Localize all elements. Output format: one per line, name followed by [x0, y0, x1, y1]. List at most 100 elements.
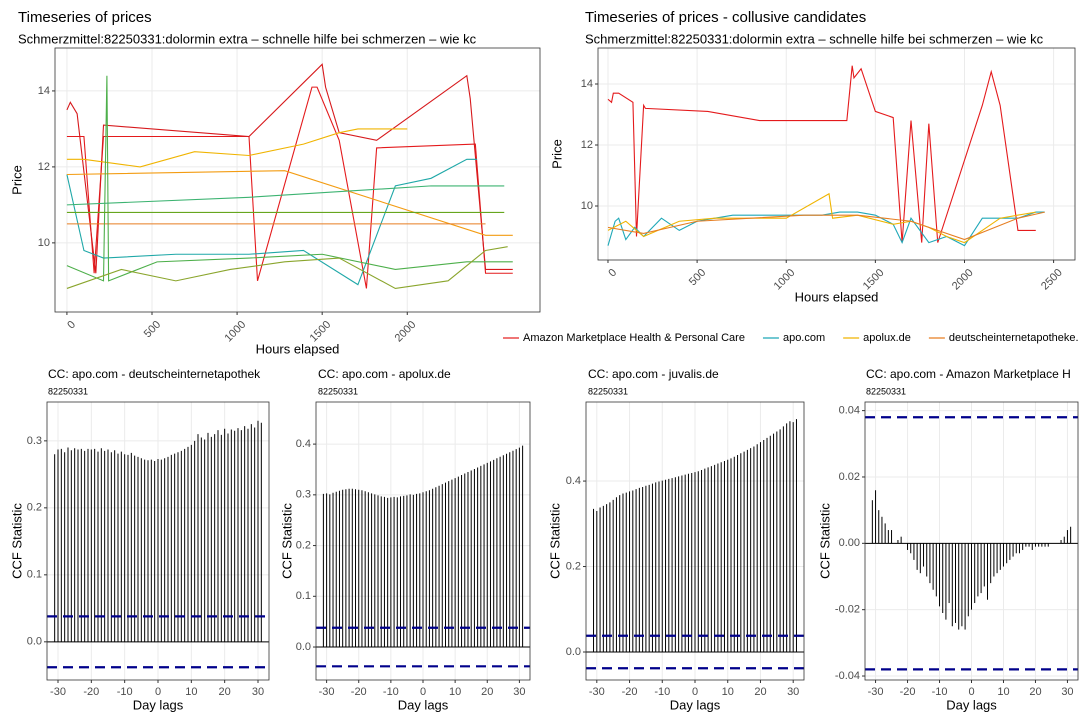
chart-subtitle: 82250331 [588, 386, 628, 396]
x-tick-label: 1000 [772, 267, 798, 293]
y-tick-label: 0.3 [27, 435, 42, 447]
x-tick-label: -10 [654, 686, 670, 698]
x-tick-label: -30 [319, 686, 335, 698]
y-tick-label: 0.02 [839, 471, 860, 483]
x-tick-label: 20 [481, 686, 493, 698]
y-tick-label: 12 [581, 139, 593, 151]
x-tick-label: 0 [155, 686, 161, 698]
chart-subtitle: 82250331 [318, 386, 358, 396]
x-tick-label: -20 [351, 686, 367, 698]
x-axis-title: Day lags [398, 697, 449, 712]
plot-area [865, 416, 1078, 671]
x-axis-title: Day lags [133, 697, 184, 712]
y-tick-label: 0.2 [27, 502, 42, 514]
chart-title: CC: apo.com - juvalis.de [588, 367, 719, 381]
plot-background [55, 48, 540, 312]
legend-label: Amazon Marketplace Health & Personal Car… [523, 332, 745, 344]
price-line [607, 211, 1045, 241]
price-line [607, 192, 1036, 244]
plot-area [47, 420, 269, 669]
y-axis-title: Price [549, 139, 564, 169]
price-line [66, 158, 478, 286]
legend-label: apolux.de [863, 332, 911, 344]
x-tick-label: 500 [142, 319, 163, 340]
x-tick-label: 2000 [393, 319, 419, 345]
y-tick-label: 14 [38, 85, 50, 97]
x-tick-label: 30 [787, 686, 799, 698]
plot-background [598, 48, 1075, 260]
x-tick-label: 10 [722, 686, 734, 698]
y-tick-label: -0.04 [835, 670, 860, 682]
y-tick-label: 0.0 [27, 636, 42, 648]
y-tick-label: 0.00 [839, 537, 860, 549]
legend-label: apo.com [783, 332, 825, 344]
y-tick-label: 10 [38, 237, 50, 249]
price-line [607, 65, 1036, 243]
chart-subtitle: Schmerzmittel:82250331:dolormin extra – … [18, 31, 477, 46]
chart-subtitle: Schmerzmittel:82250331:dolormin extra – … [585, 31, 1044, 46]
y-tick-label: 14 [581, 78, 593, 90]
x-tick-label: 30 [513, 686, 525, 698]
y-tick-label: 0.1 [296, 590, 311, 602]
x-axis-title: Hours elapsed [795, 289, 879, 304]
panel: Timeseries of prices - collusive candida… [503, 9, 1079, 344]
x-tick-label: -30 [868, 686, 884, 698]
x-tick-label: 30 [1061, 686, 1073, 698]
x-tick-label: 20 [219, 686, 231, 698]
y-axis-title: CCF Statistic [279, 503, 294, 579]
plot-border [54, 47, 541, 313]
x-tick-label: 2500 [1039, 267, 1065, 293]
y-tick-label: 0.2 [566, 560, 581, 572]
panel: CC: apo.com - apolux.de 82250331 0.0 0.1 0.2… [279, 367, 531, 712]
panel: CC: apo.com - juvalis.de 82250331 0.0 0.2 0.… [547, 367, 805, 712]
price-line [66, 63, 513, 274]
plot-area [586, 419, 804, 670]
plot-border [585, 401, 805, 681]
x-tick-label: 20 [754, 686, 766, 698]
x-tick-label: 0 [968, 686, 974, 698]
x-tick-label: -20 [900, 686, 916, 698]
price-line [66, 170, 513, 236]
plot-border [864, 401, 1079, 681]
x-axis-title: Day lags [946, 697, 997, 712]
y-tick-label: 0.1 [27, 569, 42, 581]
price-line [66, 185, 505, 206]
price-line [66, 75, 513, 282]
chart-subtitle: 82250331 [48, 386, 88, 396]
y-axis-title: CCF Statistic [547, 503, 562, 579]
x-tick-label: -10 [117, 686, 133, 698]
panel: CC: apo.com - Amazon Marketplace H 822503… [817, 367, 1079, 712]
chart-title: CC: apo.com - deutscheinternetapothek [48, 367, 261, 381]
plot-border [315, 401, 531, 681]
price-line [66, 246, 508, 290]
x-tick-label: 500 [687, 267, 708, 288]
x-tick-label: 0 [420, 686, 426, 698]
x-tick-label: -20 [622, 686, 638, 698]
x-tick-label: 10 [449, 686, 461, 698]
x-tick-label: -10 [383, 686, 399, 698]
chart-subtitle: 82250331 [866, 386, 906, 396]
y-tick-label: 0.04 [839, 405, 860, 417]
y-tick-label: 12 [38, 161, 50, 173]
x-tick-label: 0 [692, 686, 698, 698]
legend-label: deutscheinternetapotheke. [949, 332, 1079, 344]
y-tick-label: 10 [581, 200, 593, 212]
y-tick-label: 0.3 [296, 489, 311, 501]
x-tick-label: 1000 [223, 319, 249, 345]
price-line [66, 86, 513, 289]
x-tick-label: 0 [606, 267, 619, 280]
y-axis-title: CCF Statistic [817, 503, 832, 579]
price-line [66, 128, 408, 168]
x-tick-label: -20 [83, 686, 99, 698]
panel: Timeseries of prices Schmerzmittel:822503… [9, 9, 541, 356]
x-tick-label: -10 [932, 686, 948, 698]
x-tick-label: 10 [185, 686, 197, 698]
y-axis-title: CCF Statistic [9, 503, 24, 579]
y-axis-title: Price [9, 165, 24, 195]
x-tick-label: -30 [589, 686, 605, 698]
x-tick-label: -30 [50, 686, 66, 698]
plot-area [66, 63, 513, 290]
plot-border [597, 47, 1076, 261]
chart-title: Timeseries of prices [18, 9, 152, 26]
